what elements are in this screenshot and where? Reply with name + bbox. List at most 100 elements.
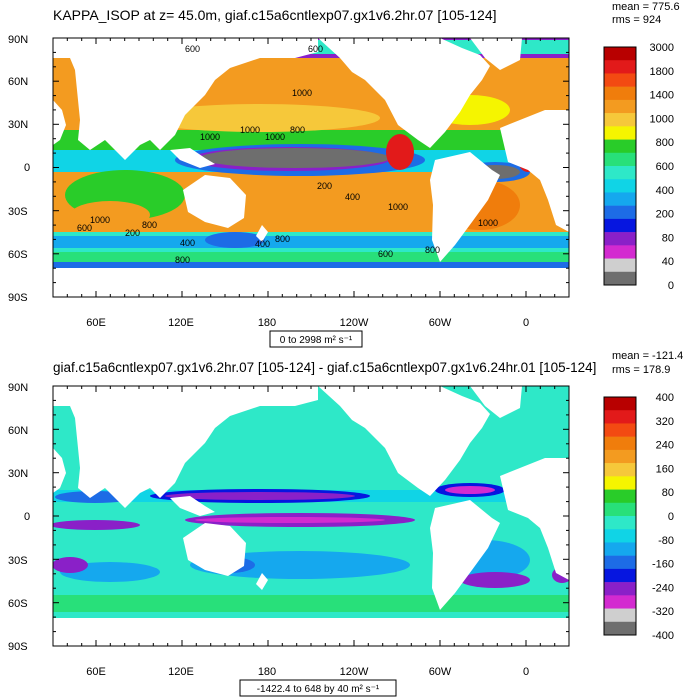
southern-ocean-green [53, 252, 569, 262]
contour-label: 800 [425, 245, 440, 255]
indonesia [170, 496, 215, 516]
contour-label: 400 [255, 239, 270, 249]
colorbar-swatch [604, 245, 636, 259]
contour-label: 200 [125, 228, 140, 238]
antarctic-edge [53, 262, 569, 268]
indian-south-purple [53, 557, 88, 573]
contour-labels: 600 600 1000 1000 1000 800 1000 400 1000… [77, 44, 498, 265]
y-tick-label: 30S [8, 206, 28, 218]
australia [183, 523, 246, 576]
panel-bottom: giaf.c15a6cntlexp07.gx1v6.2hr.07 [105-12… [8, 350, 683, 697]
eurasia-africa [53, 386, 318, 508]
colorbar-swatch [604, 205, 636, 220]
colorbar-swatch [604, 73, 636, 87]
colorbar-swatch [604, 113, 636, 127]
stat-mean: mean = 775.6 [612, 1, 680, 13]
contour-label: 1000 [240, 125, 260, 135]
range-box [269, 330, 363, 348]
colorbar-label: 400 [656, 392, 674, 404]
indian-equator-band [53, 520, 140, 530]
y-tick-label: 0 [24, 511, 30, 523]
map-ticks [53, 38, 569, 297]
colorbar-swatch [604, 179, 636, 193]
panel-top: KAPPA_ISOP at z= 45.0m, giaf.c15a6cntlex… [8, 1, 680, 348]
x-tick-label: 0 [523, 666, 529, 678]
colorbar-swatch [604, 397, 636, 411]
y-tick-label: 90S [8, 292, 28, 304]
africa [500, 458, 569, 580]
colorbar-labels: 400 320 240 160 80 0 -80 -160 -240 -320 -400 [652, 392, 674, 642]
y-tick-label: 60N [8, 425, 28, 437]
south-america [430, 152, 500, 262]
contour-label: 1000 [90, 215, 110, 225]
y-tick-label: 30S [8, 555, 28, 567]
colorbar-swatch [604, 463, 636, 477]
colorbar-swatch [604, 60, 636, 74]
colorbar-label: 40 [662, 256, 674, 268]
range-label: -1422.4 to 648 by 40 m² s⁻¹ [257, 684, 380, 695]
colorbar-label: 0 [668, 511, 674, 523]
new-zealand [256, 573, 268, 590]
colorbar-swatch [604, 568, 636, 583]
y-tick-label: 90S [8, 641, 28, 653]
y-tick-label: 90N [8, 34, 28, 46]
colorbar-swatch [604, 582, 636, 596]
colorbar-swatch [604, 542, 636, 556]
colorbar-swatch [604, 166, 636, 180]
colorbar-label: 200 [656, 209, 674, 221]
colorbar-swatch [604, 595, 636, 609]
colorbar [603, 46, 637, 286]
contour-label: 1000 [292, 88, 312, 98]
x-tick-label: 60E [86, 666, 106, 678]
stat-mean: mean = -121.4 [612, 350, 683, 362]
contour-label: 1000 [478, 218, 498, 228]
map-field [53, 386, 569, 646]
range-label: 0 to 2998 m² s⁻¹ [280, 335, 353, 346]
contour-label: 1000 [265, 132, 285, 142]
contour-label: 400 [180, 238, 195, 248]
colorbar-label: 800 [656, 137, 674, 149]
colorbar-swatch [604, 47, 636, 61]
x-tick-label: 0 [523, 317, 529, 329]
colorbar-label: 3000 [650, 42, 674, 54]
y-tick-label: 90N [8, 382, 28, 394]
colorbar-swatch [604, 218, 636, 233]
chart-title: KAPPA_ISOP at z= 45.0m, giaf.c15a6cntlex… [53, 7, 497, 23]
x-tick-label: 60W [429, 666, 452, 678]
north-pacific-yellow [140, 104, 380, 132]
colorbar-swatch [604, 449, 636, 464]
indonesia [170, 148, 215, 168]
stat-rms: rms = 924 [612, 14, 661, 26]
colorbar-label: 80 [662, 232, 674, 244]
pacific-equator-core [195, 517, 385, 523]
colorbar-swatch [604, 516, 636, 530]
contour-label: 800 [275, 234, 290, 244]
peru-red [386, 134, 414, 170]
colorbar-label: 80 [662, 487, 674, 499]
colorbar-label: 160 [656, 463, 674, 475]
x-tick-label: 120W [340, 317, 369, 329]
south-america [430, 500, 500, 610]
colorbar-frame [603, 396, 637, 636]
southern-band-cyan [53, 612, 569, 618]
contour-label: 400 [345, 192, 360, 202]
y-tick-label: 60N [8, 76, 28, 88]
colorbar-label: 1800 [650, 66, 674, 78]
contour-label: 800 [290, 125, 305, 135]
colorbar-label: 0 [668, 280, 674, 292]
greenland [470, 38, 522, 70]
colorbar-swatch [604, 423, 636, 437]
pacific-cold-tongue [200, 148, 390, 168]
range-box [239, 679, 397, 697]
colorbar-frame [603, 46, 637, 286]
south-atlantic-purple [460, 572, 530, 588]
colorbar-label: -320 [652, 606, 674, 618]
colorbar-label: 600 [656, 161, 674, 173]
colorbar-label: 320 [656, 416, 674, 428]
africa [500, 110, 569, 232]
colorbar-swatch [604, 529, 636, 543]
colorbar-label: 240 [656, 440, 674, 452]
colorbar-swatch [604, 139, 636, 154]
indian-ocean-orange [70, 201, 150, 229]
colorbar-label: -80 [658, 535, 674, 547]
